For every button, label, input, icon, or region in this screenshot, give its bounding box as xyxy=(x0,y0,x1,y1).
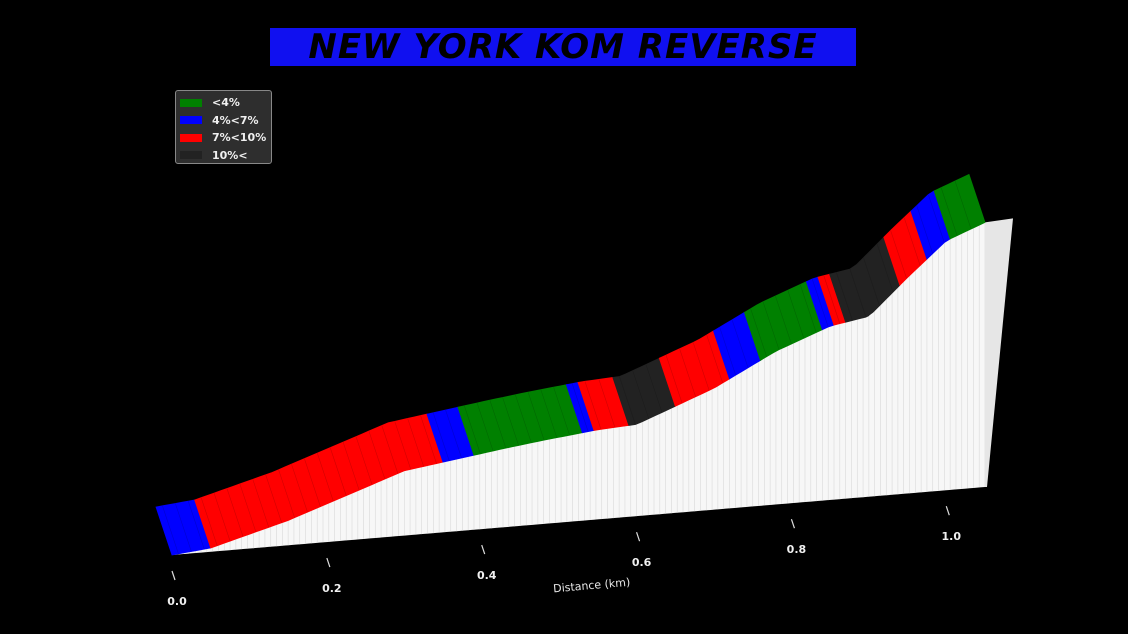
segment-stripe xyxy=(598,379,616,428)
segment-stripe xyxy=(940,187,958,236)
chart-title: NEW YORK KOM REVERSE xyxy=(270,28,856,66)
legend-item-gt10: 10%< xyxy=(180,147,271,165)
legend-swatch-green xyxy=(180,98,202,107)
segment-stripe xyxy=(502,397,519,446)
segment-stripe xyxy=(863,257,880,306)
segment-stripe xyxy=(278,469,295,518)
x-tick-label: 0.2 xyxy=(322,582,342,595)
legend-swatch-red xyxy=(180,133,202,142)
segment-stripe xyxy=(619,376,636,425)
segment-stripe xyxy=(553,387,570,436)
segment-stripe xyxy=(489,400,507,449)
x-axis-label: Distance (km) xyxy=(553,576,631,596)
segment-stripe xyxy=(706,334,723,384)
segment-stripe xyxy=(304,458,321,507)
segment-stripe xyxy=(632,370,650,419)
segment-stripe xyxy=(916,205,934,254)
segment-stripe xyxy=(464,405,481,454)
segment-stripe xyxy=(265,474,282,523)
segment-stripe xyxy=(394,421,412,470)
legend: <4% 4%<7% 7%<10% 10%< xyxy=(175,90,272,164)
x-tick-mark xyxy=(326,557,331,568)
segment-stripe xyxy=(226,488,244,537)
segment-stripe xyxy=(329,447,347,496)
segment-stripe xyxy=(420,415,437,464)
segment-stripe xyxy=(954,180,972,230)
legend-label: 7%<10% xyxy=(212,131,267,145)
segment-stripe xyxy=(317,453,334,502)
segment-stripe xyxy=(355,436,373,485)
segment-stripe xyxy=(876,243,894,293)
legend-label: 10%< xyxy=(212,148,248,162)
segment-stripe xyxy=(762,301,780,350)
legend-label: <4% xyxy=(212,96,240,110)
x-tick-mark xyxy=(945,506,950,516)
segment-stripe xyxy=(342,441,360,491)
segment-stripe xyxy=(731,319,749,368)
legend-item-7to10: 7%<10% xyxy=(180,129,271,147)
segment-stripe xyxy=(445,409,462,459)
segment-stripe xyxy=(368,430,386,480)
segment-stripe xyxy=(213,493,231,542)
segment-stripe xyxy=(584,381,602,430)
legend-label: 4%<7% xyxy=(212,113,259,127)
x-tick-mark xyxy=(481,544,486,555)
segment-stripe xyxy=(679,348,696,397)
segment-stripe xyxy=(849,268,867,318)
segment-stripe xyxy=(719,327,736,376)
segment-stripe xyxy=(645,364,663,413)
segment-stripe xyxy=(775,295,792,345)
x-tick-label: 0.8 xyxy=(787,543,807,556)
x-tick-mark xyxy=(171,570,176,581)
legend-swatch-blue xyxy=(180,116,202,125)
segment-stripe xyxy=(175,503,192,552)
segment-stripe xyxy=(432,412,450,461)
segment-stripe xyxy=(239,483,257,533)
segment-stripe xyxy=(823,275,841,324)
segment-stripe xyxy=(836,272,853,321)
segment-stripe xyxy=(252,479,270,528)
x-tick-label: 0.0 xyxy=(167,595,187,608)
segment-stripe xyxy=(903,217,921,266)
segment-stripe xyxy=(571,383,589,432)
legend-item-4to7: 4%<7% xyxy=(180,112,271,130)
segment-stripe xyxy=(890,230,907,279)
segment-stripe xyxy=(928,194,945,243)
segment-stripe xyxy=(527,392,545,441)
segment-stripe xyxy=(750,308,767,357)
x-tick-mark xyxy=(790,519,795,529)
segment-stripe xyxy=(200,497,218,546)
legend-item-lt4: <4% xyxy=(180,94,271,112)
segment-stripe xyxy=(787,290,805,339)
x-tick-mark xyxy=(636,531,641,542)
x-tick-label: 0.4 xyxy=(477,569,497,582)
legend-swatch-dark xyxy=(180,151,202,160)
segment-stripe xyxy=(476,402,494,452)
segment-stripe xyxy=(162,505,179,554)
gradient-ribbon xyxy=(155,173,986,556)
gradient-segment xyxy=(933,173,986,240)
segment-stripe xyxy=(291,464,308,513)
x-tick-label: 1.0 xyxy=(942,530,962,543)
profile-side-wall xyxy=(172,218,1013,555)
segment-stripe xyxy=(692,342,710,391)
profile-end-cap xyxy=(985,218,1013,487)
x-tick-label: 0.6 xyxy=(632,556,652,569)
segment-stripe xyxy=(811,278,829,328)
segment-stripe xyxy=(540,389,558,438)
segment-stripe xyxy=(515,394,532,443)
segment-stripe xyxy=(665,354,683,404)
segment-stripe xyxy=(187,501,205,550)
segment-stripe xyxy=(381,425,399,474)
segment-stripe xyxy=(407,418,424,467)
segment-stripe xyxy=(799,284,817,333)
